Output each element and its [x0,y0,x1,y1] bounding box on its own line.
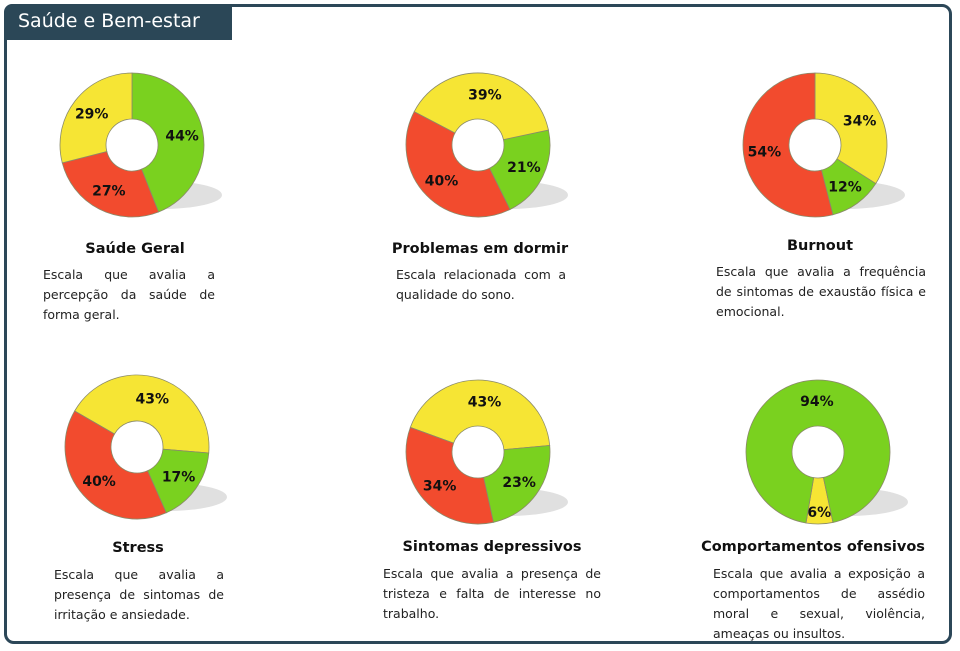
slice-label: 39% [468,87,502,103]
donut-slice-green [489,129,551,211]
slice-label: 43% [135,391,169,407]
slice-label: 34% [423,479,457,495]
slice-label: 29% [75,107,109,123]
donut-slice-red [405,111,511,218]
slice-label: 40% [82,474,116,490]
slice-label: 23% [502,475,536,491]
chart-description: Escala que avalia a presença de sintomas… [54,567,224,622]
chart-description: Escala relacionada com a qualidade do so… [396,267,566,302]
chart-title: Stress [112,540,164,556]
donut-slice-green [483,445,551,523]
chart-title: Sintomas depressivos [402,539,582,555]
slice-label: 12% [828,179,862,195]
donut-slice-yellow [74,374,210,454]
slice-label: 34% [843,113,877,129]
donut-slice-red [742,72,834,218]
donut-slice-green [131,72,205,213]
donut-slice-yellow [814,72,888,185]
chart-description: Escala que avalia a frequência de sintom… [716,264,926,319]
donut-slice-red [64,410,167,520]
donut-slice-yellow [413,72,549,141]
panel-header: Saúde e Bem-estar [4,4,232,40]
chart-title: Burnout [786,238,854,254]
donut-slice-yellow [59,72,133,164]
chart-description: Escala que avalia a presença de tristeza… [383,566,601,621]
chart-description: Escala que avalia a percepção da saúde d… [43,267,215,322]
chart-title: Saúde Geral [85,241,185,257]
donut-slice-yellow [409,379,551,451]
slice-label: 17% [162,470,196,486]
slice-label: 44% [165,128,199,144]
slice-label: 21% [507,160,541,176]
donut-slice-green [745,379,891,524]
slice-label: 40% [425,174,459,190]
donut-slice-red [405,426,494,525]
slice-label: 27% [92,183,126,199]
slice-label: 43% [468,394,502,410]
slice-label: 6% [807,505,831,521]
chart-description: Escala que avalia a exposição a comporta… [713,566,925,641]
chart-title: Comportamentos ofensivos [701,539,925,555]
panel-frame [4,4,952,644]
donut-slice-red [61,150,160,218]
chart-title: Problemas em dormir [391,241,569,257]
slice-label: 94% [800,394,834,410]
slice-label: 54% [748,144,782,160]
